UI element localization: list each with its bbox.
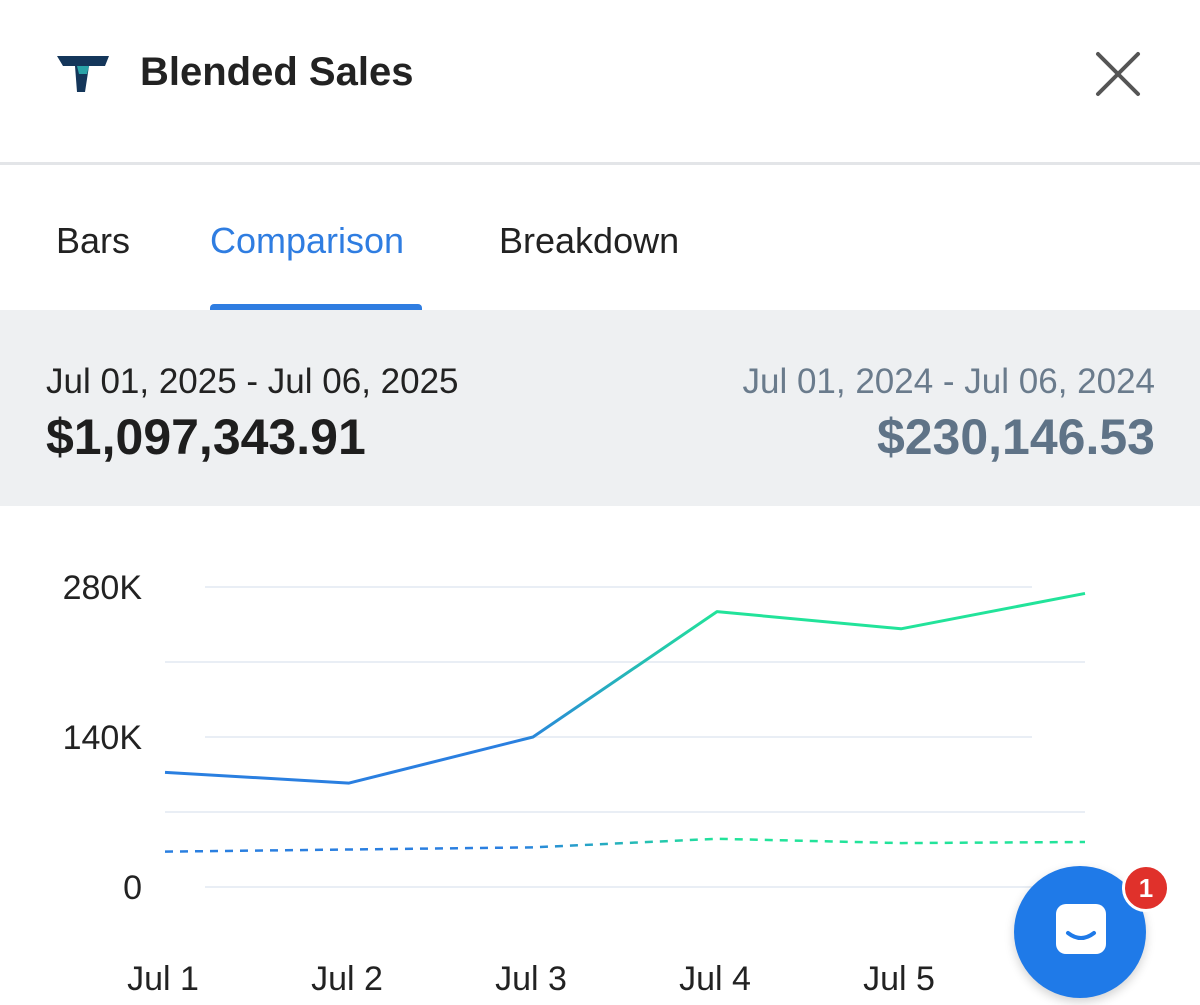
y-tick-label: 280K — [63, 569, 143, 607]
x-tick-label: Jul 4 — [679, 960, 751, 998]
modal-header: Blended Sales — [0, 0, 1200, 165]
grid-lines — [165, 586, 1085, 888]
comparison-summary: Jul 01, 2025 - Jul 06, 2025 $1,097,343.9… — [0, 310, 1200, 506]
previous-date-range: Jul 01, 2024 - Jul 06, 2024 — [742, 362, 1155, 401]
tab-breakdown[interactable]: Breakdown — [499, 220, 680, 261]
previous-total: $230,146.53 — [876, 409, 1155, 465]
close-icon[interactable] — [1092, 48, 1144, 100]
current-date-range: Jul 01, 2025 - Jul 06, 2025 — [46, 362, 459, 401]
previous-period-line — [164, 837, 1086, 853]
current-total: $1,097,343.91 — [46, 409, 366, 465]
chat-icon — [1056, 904, 1106, 954]
y-axis: 280K 140K 0 — [63, 569, 143, 907]
active-tab-indicator — [210, 304, 422, 312]
x-tick-label: Jul 3 — [495, 960, 567, 998]
tab-comparison[interactable]: Comparison — [210, 220, 405, 261]
y-tick-label: 140K — [63, 719, 143, 757]
notification-badge: 1 — [1122, 864, 1170, 912]
tab-bar: Bars Comparison Breakdown — [0, 168, 1200, 312]
series-group — [164, 591, 1086, 853]
x-tick-label: Jul 2 — [311, 960, 383, 998]
brand-logo-icon — [57, 56, 109, 92]
x-tick-label: Jul 1 — [127, 960, 199, 998]
x-tick-label: Jul 5 — [863, 960, 935, 998]
y-tick-label: 0 — [123, 869, 142, 907]
page-title: Blended Sales — [140, 50, 414, 94]
current-period-line — [164, 591, 1086, 785]
tab-bars[interactable]: Bars — [56, 220, 131, 261]
